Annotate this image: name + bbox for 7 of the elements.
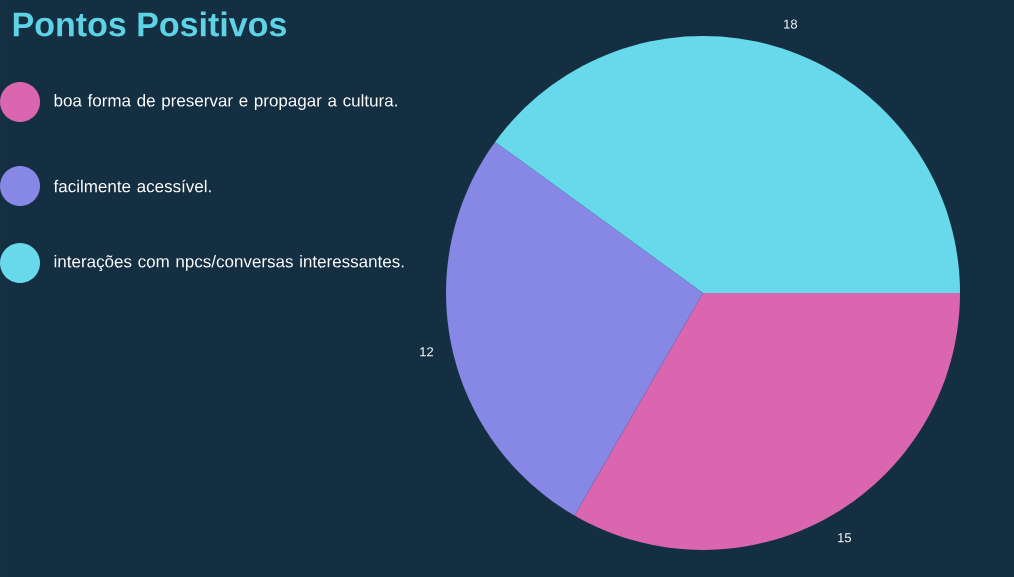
- data-label: 15: [838, 533, 852, 543]
- chart-title: Pontos Positivos: [13, 11, 286, 37]
- data-label: 12: [420, 347, 434, 357]
- legend-label: facilmente acessível.: [53, 179, 211, 193]
- legend-label: interações com npcs/conversas interessantes.: [54, 255, 404, 271]
- data-label: 18: [784, 19, 798, 29]
- legend-label: boa forma de preservar e propagar a cultura.: [54, 94, 397, 110]
